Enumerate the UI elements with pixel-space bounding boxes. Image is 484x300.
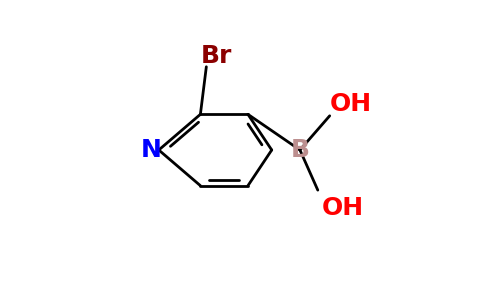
Text: Br: Br xyxy=(201,44,232,68)
Text: OH: OH xyxy=(322,196,364,220)
Text: B: B xyxy=(290,138,309,162)
Text: N: N xyxy=(141,138,162,162)
Text: OH: OH xyxy=(330,92,372,116)
